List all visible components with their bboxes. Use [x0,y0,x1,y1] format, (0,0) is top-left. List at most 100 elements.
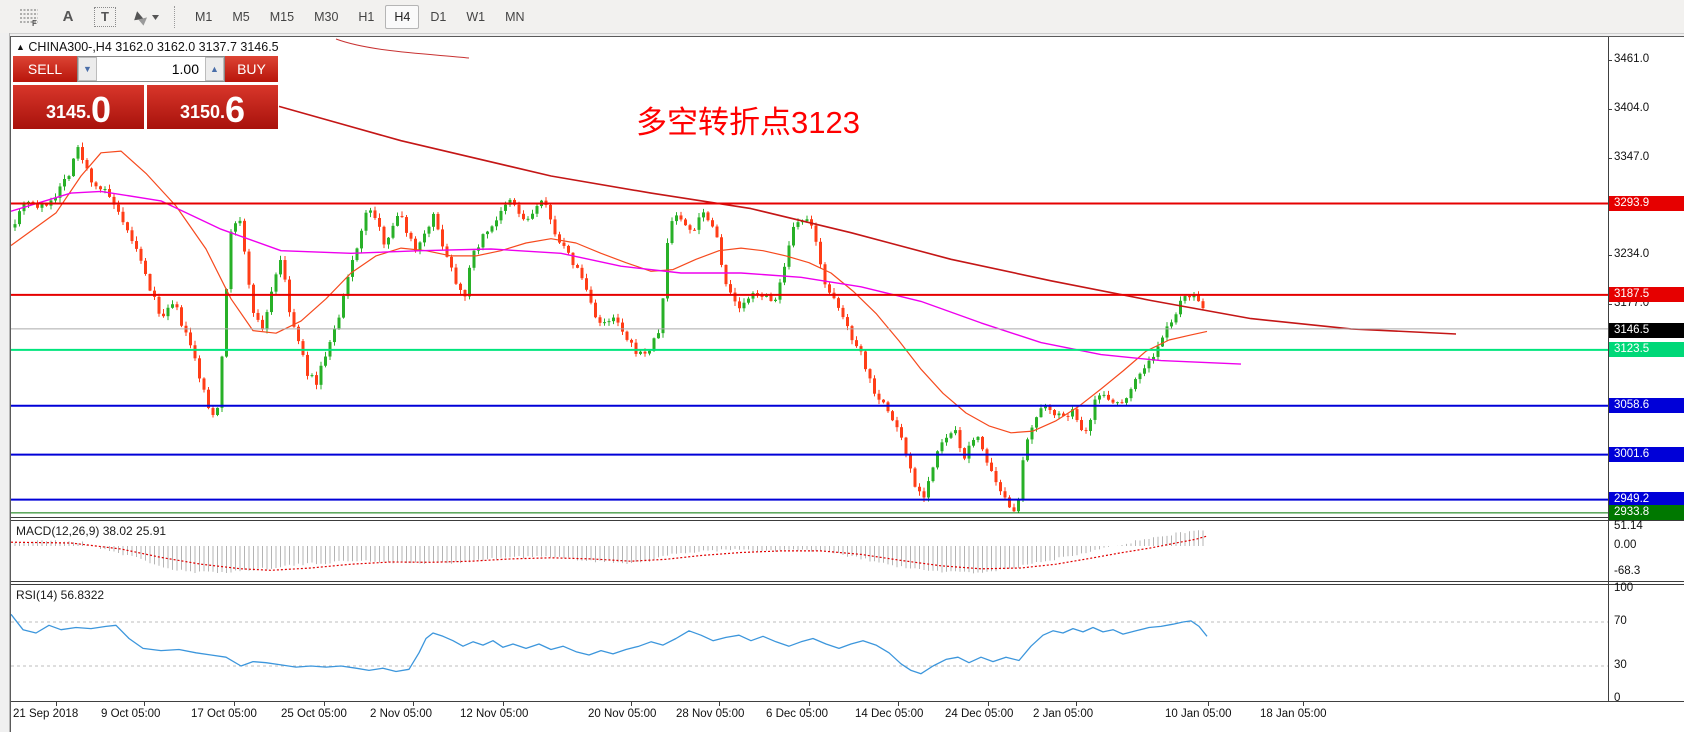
sell-price-dot: . [86,102,92,122]
date-tick-label: 28 Nov 05:00 [676,708,745,720]
date-tick-label: 12 Nov 05:00 [460,708,529,720]
rsi-axis-label: 0 [1614,692,1621,704]
date-tick-label: 20 Nov 05:00 [588,708,657,720]
volume-decrease-button[interactable]: ▼ [78,57,97,81]
sell-price-pip: 0 [91,89,112,130]
price-tick-mark [1608,255,1612,256]
timeframe-button-m15[interactable]: M15 [269,9,295,24]
toolbar-separator [174,5,176,28]
date-tick-label: 6 Dec 05:00 [766,708,829,720]
price-tick-label: 3461.0 [1614,53,1650,65]
date-tick-mark [1303,702,1304,706]
date-tick-mark [56,702,57,706]
drawing-tools-group: F A T [0,5,160,29]
timeframe-button-w1[interactable]: W1 [466,9,486,24]
date-tick-mark [413,702,414,706]
toolbar: F A T M1 M5 M15 M30 H1 H4 D1 W1 MN [0,0,1684,34]
sell-button[interactable]: SELL [13,56,77,82]
rsi-line [11,613,1208,675]
price-tick-label: 3234.0 [1614,248,1650,260]
fibonacci-retracement-icon[interactable]: F [18,5,42,29]
arrows-tool-icon[interactable] [130,5,160,29]
price-tick-label: 3404.0 [1614,102,1650,114]
macd-axis-label: -68.3 [1614,565,1641,577]
symbol-arrow-icon: ▲ [16,42,25,52]
date-tick-mark [719,702,720,706]
date-tick-mark [503,702,504,706]
date-tick-mark [1076,702,1077,706]
volume-input[interactable]: 1.00 [171,61,199,77]
timeframe-button-d1[interactable]: D1 [430,9,447,24]
dropdown-caret-icon [152,14,159,20]
macd-signal-line [11,535,1208,571]
date-tick-label: 10 Jan 05:00 [1165,708,1232,720]
buy-price-pip: 6 [225,89,246,130]
volume-control: ▼ 1.00 ▲ [77,56,225,82]
macd-axis-label: 51.14 [1614,520,1643,532]
one-click-trading-panel: SELL ▼ 1.00 ▲ BUY 3145. 0 3150. 6 [13,56,278,129]
chart-canvas[interactable] [11,37,1684,732]
date-tick-mark [234,702,235,706]
timeframe-button-mn[interactable]: MN [505,9,525,24]
date-tick-mark [988,702,989,706]
buy-price-dot: . [220,102,226,122]
macd-axis-label: 0.00 [1614,539,1637,551]
price-level-label: 3001.6 [1609,447,1684,462]
price-axis-border [1608,37,1609,701]
price-level-label: 3146.5 [1609,323,1684,338]
left-panel-edge [0,33,10,732]
chart-window: ▲ CHINA300-,H4 3162.0 3162.0 3137.7 3146… [10,36,1684,732]
date-tick-mark [1208,702,1209,706]
date-tick-mark [144,702,145,706]
macd-indicator-label: MACD(12,26,9) 38.02 25.91 [16,524,167,538]
rsi-axis-label: 70 [1614,615,1627,627]
text-tool-icon[interactable]: A [62,8,74,25]
label-tool-icon[interactable]: T [94,6,116,27]
timeframe-button-m1[interactable]: M1 [195,9,213,24]
timeframe-group: M1 M5 M15 M30 H1 H4 D1 W1 MN [186,4,534,29]
timeframe-button-h1[interactable]: H1 [358,9,375,24]
pane-separator-macd[interactable] [11,517,1684,521]
timeframe-button-h4[interactable]: H4 [385,4,420,29]
timeframe-button-m5[interactable]: M5 [232,9,250,24]
rsi-indicator-label: RSI(14) 56.8322 [16,588,105,602]
price-level-label: 3293.9 [1609,196,1684,211]
moving-average-line [11,190,1242,365]
macd-histogram [14,530,1204,574]
date-tick-mark [809,702,810,706]
rsi-axis-label: 30 [1614,659,1627,671]
chart-text-annotation: 多空转折点3123 [636,105,860,140]
date-tick-label: 25 Oct 05:00 [281,708,347,720]
sell-price-main: 3145 [45,102,86,122]
price-tick-mark [1608,109,1612,110]
price-level-label: 3123.5 [1609,342,1684,357]
moving-average-line [278,105,1457,335]
ohlc-values: 3162.0 3162.0 3137.7 3146.5 [115,40,279,54]
timeframe-button-m30[interactable]: M30 [314,9,339,24]
date-tick-label: 14 Dec 05:00 [855,708,924,720]
date-tick-label: 2 Jan 05:00 [1033,708,1094,720]
buy-price-button[interactable]: 3150. 6 [147,85,278,129]
date-axis[interactable]: 21 Sep 2018 9 Oct 05:00 17 Oct 05:00 25 Oct… [11,701,1684,732]
volume-increase-button[interactable]: ▲ [205,57,224,81]
price-tick-label: 3347.0 [1614,151,1650,163]
date-tick-label: 24 Dec 05:00 [945,708,1014,720]
svg-text:F: F [32,19,37,27]
date-tick-mark [898,702,899,706]
buy-button[interactable]: BUY [225,56,278,82]
price-tick-mark [1608,304,1612,305]
price-tick-mark [1608,60,1612,61]
price-level-label: 3187.5 [1609,287,1684,302]
pane-separator-rsi[interactable] [11,581,1684,585]
chart-title: ▲ CHINA300-,H4 3162.0 3162.0 3137.7 3146… [16,40,279,54]
date-tick-label: 2 Nov 05:00 [370,708,433,720]
symbol-name: CHINA300-,H4 [28,40,112,54]
sell-price-button[interactable]: 3145. 0 [13,85,144,129]
date-tick-label: 17 Oct 05:00 [191,708,257,720]
date-tick-label: 21 Sep 2018 [13,708,79,720]
date-tick-label: 18 Jan 05:00 [1260,708,1327,720]
date-tick-mark [631,702,632,706]
date-tick-label: 9 Oct 05:00 [101,708,161,720]
date-tick-mark [324,702,325,706]
